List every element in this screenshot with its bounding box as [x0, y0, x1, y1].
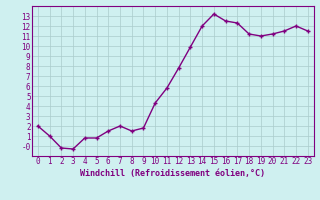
X-axis label: Windchill (Refroidissement éolien,°C): Windchill (Refroidissement éolien,°C) — [80, 169, 265, 178]
